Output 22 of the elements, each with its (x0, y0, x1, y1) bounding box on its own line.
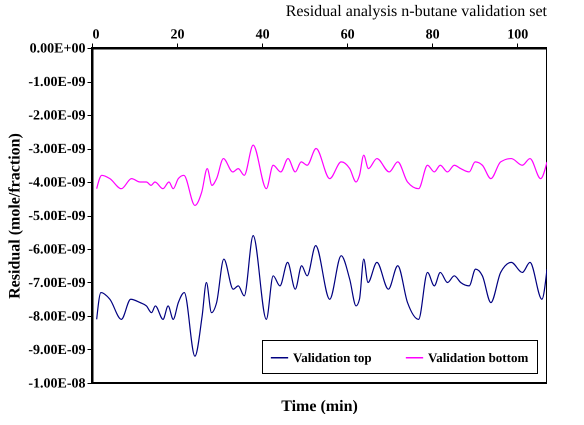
y-tick-label: 0.00E+00 (30, 42, 86, 56)
y-tick-label: -7.00E-09 (28, 276, 86, 291)
x-tick-label: 20 (170, 28, 185, 42)
y-tick-label: -9.00E-09 (28, 343, 86, 358)
y-tick-label: -2.00E-09 (28, 108, 86, 124)
x-tick-label: 80 (426, 28, 440, 42)
x-tick-label: 100 (507, 28, 528, 42)
y-tick-label: -3.00E-09 (28, 142, 86, 157)
y-tick-label: -6.00E-09 (28, 242, 86, 258)
y-tick-label: -4.00E-09 (28, 176, 86, 190)
legend-label: Validation bottom (428, 350, 528, 365)
y-tick-label: -1.00E-08 (28, 376, 86, 392)
y-axis-title: Residual (mole/fraction) (6, 133, 24, 299)
chart-title: Residual analysis n-butane validation set (286, 3, 548, 20)
line-series (96, 144, 547, 206)
x-tick-label: 60 (340, 28, 355, 42)
x-tick-label: 0 (92, 28, 100, 42)
x-tick-label: 40 (256, 28, 270, 42)
y-tick-label: -5.00E-09 (28, 209, 86, 224)
legend-label: Validation top (293, 350, 372, 365)
y-tick-label: -1.00E-09 (28, 75, 86, 90)
y-tick-label: -8.00E-09 (28, 310, 86, 324)
